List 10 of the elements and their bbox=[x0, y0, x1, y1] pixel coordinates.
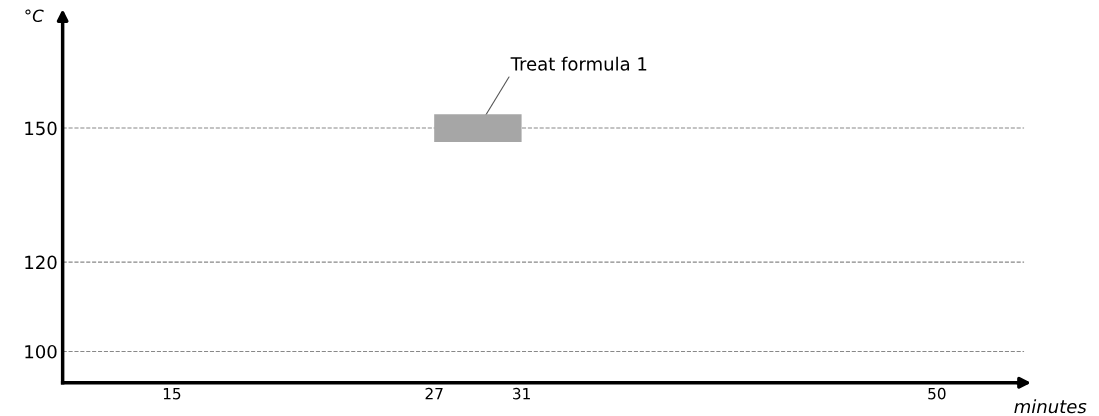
x-tick-label: 27 bbox=[425, 387, 443, 400]
annotation: Treat formula 1 bbox=[510, 56, 647, 71]
y-tick-label: 100 bbox=[25, 344, 57, 359]
x-tick-label: 50 bbox=[928, 387, 946, 400]
x-tick-label: 15 bbox=[163, 388, 181, 400]
y-axis-title: °C bbox=[25, 9, 44, 23]
y-tick-label: 120 bbox=[25, 255, 57, 270]
x-axis-title: minutes bbox=[1014, 399, 1087, 414]
x-tick-label: 31 bbox=[513, 387, 530, 400]
y-tick-label: 150 bbox=[25, 121, 57, 136]
